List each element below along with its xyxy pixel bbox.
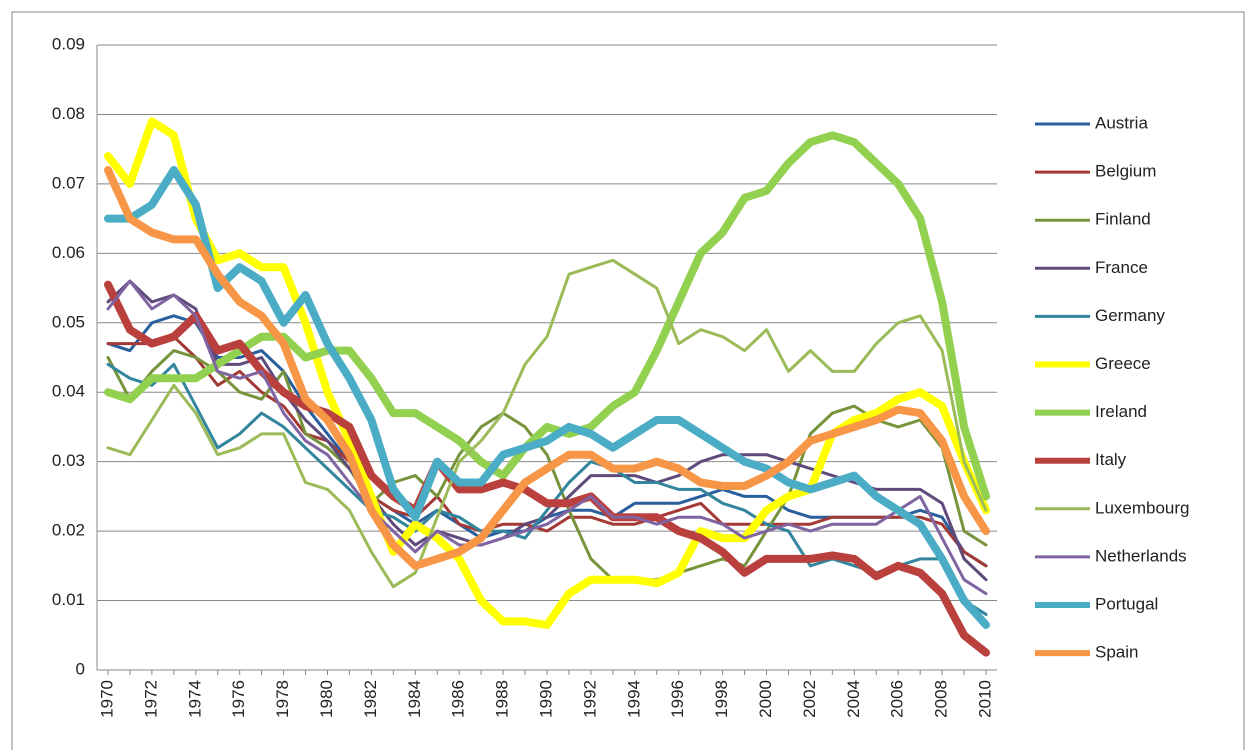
series-line — [104, 280, 990, 657]
series-line — [106, 279, 988, 596]
x-tick-label: 1984 — [405, 680, 424, 718]
legend-label: Greece — [1095, 354, 1151, 373]
series-line — [106, 362, 988, 616]
y-tick-label: 0.08 — [52, 104, 85, 123]
series-line — [106, 335, 988, 568]
chart-border — [11, 11, 1245, 753]
y-tick-label: 0.02 — [52, 521, 85, 540]
x-tick-label: 1970 — [97, 680, 116, 718]
series-line — [106, 349, 988, 582]
x-tick-label: 1978 — [273, 680, 292, 718]
x-tick-label: 1982 — [361, 680, 380, 718]
legend-label: Austria — [1095, 113, 1148, 132]
x-tick-label: 2000 — [756, 680, 775, 718]
legend-label: Netherlands — [1095, 546, 1187, 565]
y-tick-label: 0.07 — [52, 173, 85, 192]
x-tick-label: 1998 — [712, 680, 731, 718]
y-tick-label: 0.03 — [52, 451, 85, 470]
legend-label: Belgium — [1095, 162, 1156, 181]
x-tick-label: 1988 — [493, 680, 512, 718]
series-line — [104, 166, 990, 629]
x-tick-label: 1972 — [141, 680, 160, 718]
series-line — [104, 166, 990, 570]
legend-label: Portugal — [1095, 594, 1158, 613]
x-tick-label: 2008 — [932, 680, 951, 718]
legend-label: Spain — [1095, 643, 1138, 662]
x-tick-label: 2006 — [888, 680, 907, 718]
legend-label: France — [1095, 258, 1148, 277]
y-tick-label: 0.01 — [52, 590, 85, 609]
x-tick-label: 1980 — [317, 680, 336, 718]
legend-label: Finland — [1095, 210, 1151, 229]
y-tick-label: 0 — [76, 659, 85, 678]
x-tick-label: 1996 — [668, 680, 687, 718]
legend-label: Luxembourg — [1095, 498, 1190, 517]
series-line — [104, 131, 990, 501]
series-line — [106, 258, 988, 589]
y-tick-label: 0.09 — [52, 34, 85, 53]
x-tick-label: 1974 — [185, 680, 204, 718]
x-tick-label: 1976 — [229, 680, 248, 718]
x-tick-label: 1986 — [449, 680, 468, 718]
y-tick-label: 0.05 — [52, 312, 85, 331]
x-tick-label: 1994 — [624, 680, 643, 718]
legend-label: Ireland — [1095, 402, 1147, 421]
x-tick-label: 2002 — [800, 680, 819, 718]
x-tick-label: 2010 — [976, 680, 995, 718]
x-tick-label: 1992 — [580, 680, 599, 718]
legend-label: Italy — [1095, 450, 1127, 469]
x-tick-label: 1990 — [536, 680, 555, 718]
y-tick-label: 0.06 — [52, 243, 85, 262]
y-tick-label: 0.04 — [52, 382, 85, 401]
x-tick-label: 2004 — [844, 680, 863, 718]
legend-label: Germany — [1095, 306, 1165, 325]
